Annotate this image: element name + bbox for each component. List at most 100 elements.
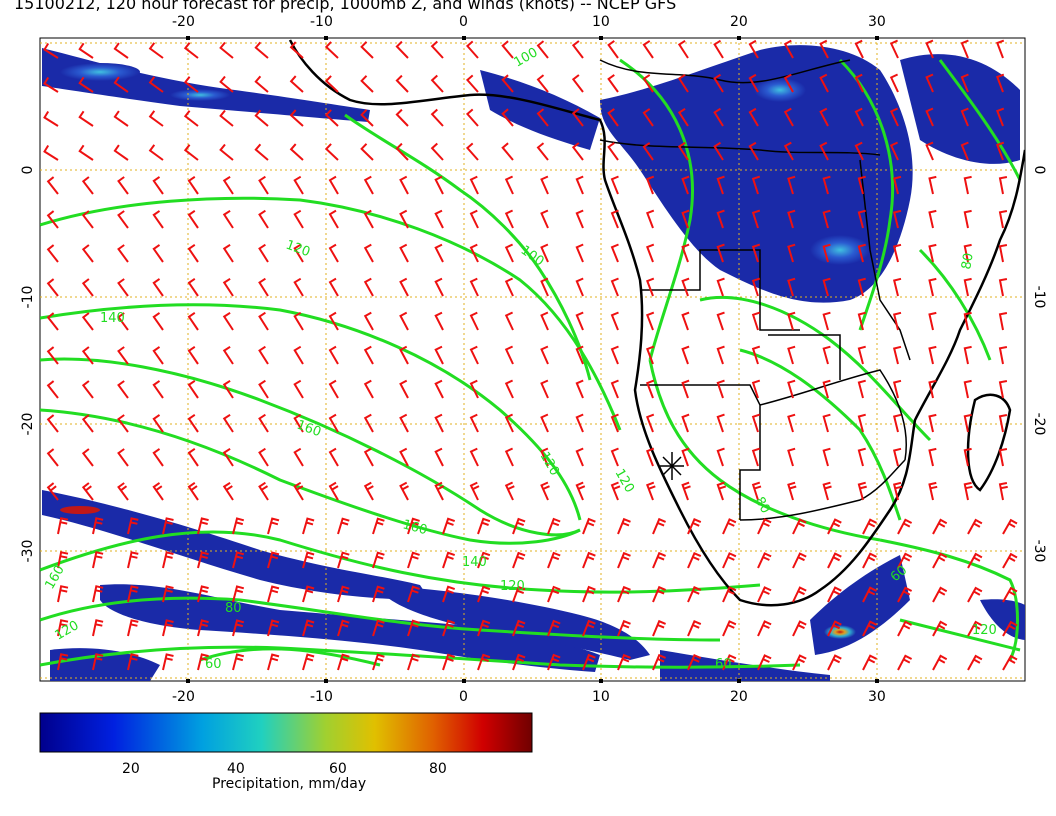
wind-barb [967, 586, 983, 603]
wind-barb [434, 481, 445, 501]
wind-barb [681, 311, 690, 331]
colorbar-ticks: 20 40 60 80 [122, 761, 447, 777]
wind-barb [337, 517, 350, 535]
wind-barb [787, 243, 796, 263]
wind-barb [469, 447, 479, 467]
wind-barb [998, 414, 1008, 433]
wind-barb [854, 141, 864, 161]
wind-barb [293, 311, 304, 331]
wind-barb [152, 312, 164, 331]
top-lon-label: -10 [310, 14, 333, 30]
wind-barb [148, 42, 164, 59]
wind-barb [399, 209, 409, 229]
wind-barb [258, 379, 269, 399]
wind-barb [998, 244, 1008, 263]
wind-barb [117, 346, 129, 365]
wind-barb [46, 380, 59, 399]
wind-barb [254, 75, 269, 93]
wind-barb [442, 517, 456, 535]
wind-barb [183, 110, 199, 127]
wind-barb [963, 481, 973, 501]
wind-barb [960, 39, 969, 59]
wind-barb [258, 277, 269, 297]
wind-barb [395, 40, 409, 59]
wind-barb [477, 585, 491, 603]
contour-label: 60 [715, 657, 732, 672]
wind-barb [267, 551, 280, 569]
contour-label: 80 [752, 495, 773, 517]
wind-barb [681, 175, 690, 195]
madagascar [966, 393, 1012, 492]
wind-barb [757, 654, 772, 671]
wind-barb [232, 585, 245, 603]
wind-barb [646, 277, 655, 297]
wind-barb [540, 277, 549, 297]
wind-barb [328, 311, 339, 331]
wind-barb [646, 345, 655, 365]
wind-barb [81, 414, 94, 433]
left-lat-label: -20 [20, 413, 36, 436]
wind-barb [302, 551, 315, 569]
wind-barb [646, 447, 655, 467]
top-lon-label: 20 [730, 14, 748, 30]
wind-barb [646, 209, 655, 229]
wind-barb [787, 311, 796, 331]
wind-barb [57, 619, 69, 637]
wind-barb [540, 413, 549, 433]
wind-barb [540, 311, 549, 331]
wind-barb [360, 109, 374, 127]
country-border-8 [599, 59, 851, 84]
wind-barb [395, 74, 409, 93]
wind-barb [998, 176, 1008, 195]
wind-barb [293, 243, 304, 263]
wind-barb [477, 653, 491, 671]
wind-barb [258, 413, 269, 433]
wind-barb [998, 312, 1008, 331]
bottom-lon-label: -20 [172, 689, 195, 705]
wind-barb [162, 585, 174, 603]
wind-barb [293, 481, 304, 501]
wind-barb [302, 517, 315, 535]
wind-barb [963, 277, 972, 297]
wind-barb [677, 39, 689, 59]
wind-barb [540, 175, 549, 195]
left-lat-label: -10 [20, 286, 36, 309]
wind-barb [889, 73, 899, 93]
wind-barb [187, 311, 199, 331]
wind-barb [751, 379, 761, 399]
wind-barb [363, 379, 374, 399]
wind-barb [998, 482, 1008, 501]
wind-barb [854, 107, 864, 127]
wind-barb [751, 175, 761, 195]
wind-barb [642, 74, 654, 93]
wind-barb [434, 345, 444, 365]
wind-barb [328, 447, 339, 467]
right-lat-label: 0 [1031, 166, 1047, 175]
wind-barb [1002, 586, 1018, 603]
top-lon-label: -20 [172, 14, 195, 30]
wind-barb [258, 175, 269, 195]
wind-barb [792, 518, 807, 535]
wind-barb [127, 517, 139, 535]
wind-barb [610, 243, 619, 263]
wind-barb [783, 39, 794, 59]
wind-barb [148, 144, 164, 161]
wind-barb [967, 620, 983, 637]
wind-barb [932, 586, 948, 603]
wind-barb [963, 209, 972, 229]
wind-barb [892, 413, 902, 433]
wind-barb [681, 209, 690, 229]
wind-barb [819, 141, 829, 161]
wind-barb [897, 654, 913, 671]
wind-barb [928, 481, 938, 501]
wind-barb [258, 481, 269, 501]
wind-barb [822, 345, 831, 365]
wind-barb [92, 585, 104, 603]
wind-barb [43, 76, 59, 93]
wind-barb [857, 243, 866, 263]
wind-barb [360, 143, 374, 161]
wind-barb [477, 517, 491, 535]
wind-barb [302, 653, 315, 671]
wind-barb [540, 209, 549, 229]
wind-barb [152, 176, 164, 195]
